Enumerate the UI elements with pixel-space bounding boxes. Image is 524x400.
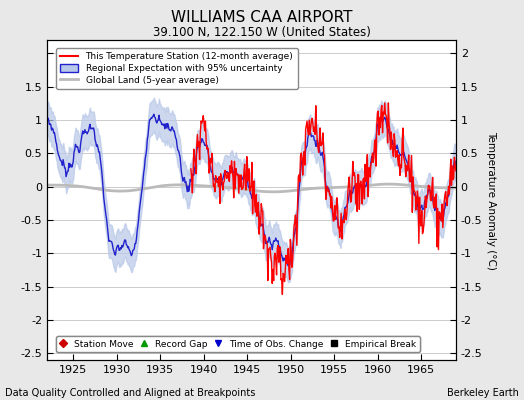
Text: WILLIAMS CAA AIRPORT: WILLIAMS CAA AIRPORT <box>171 10 353 25</box>
Legend: Station Move, Record Gap, Time of Obs. Change, Empirical Break: Station Move, Record Gap, Time of Obs. C… <box>56 336 420 352</box>
Text: Data Quality Controlled and Aligned at Breakpoints: Data Quality Controlled and Aligned at B… <box>5 388 256 398</box>
Text: 39.100 N, 122.150 W (United States): 39.100 N, 122.150 W (United States) <box>153 26 371 39</box>
Y-axis label: Temperature Anomaly (°C): Temperature Anomaly (°C) <box>486 130 496 270</box>
Text: Berkeley Earth: Berkeley Earth <box>447 388 519 398</box>
